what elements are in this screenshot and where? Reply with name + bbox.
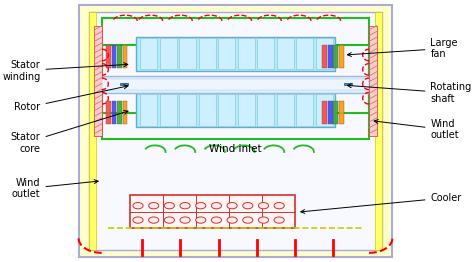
Bar <box>237 94 255 126</box>
Text: Stator
core: Stator core <box>11 111 128 154</box>
Bar <box>237 38 255 69</box>
Bar <box>218 38 236 69</box>
Bar <box>322 101 327 124</box>
Bar <box>328 45 333 68</box>
Circle shape <box>274 203 284 209</box>
Bar <box>296 94 313 126</box>
Circle shape <box>164 217 174 223</box>
Bar <box>160 94 177 126</box>
Circle shape <box>211 203 221 209</box>
Bar <box>199 38 216 69</box>
Circle shape <box>180 217 190 223</box>
Text: Rotor: Rotor <box>14 85 128 112</box>
Text: Stator
winding: Stator winding <box>2 60 128 81</box>
Text: Wind
outlet: Wind outlet <box>12 178 98 199</box>
Bar <box>102 18 369 113</box>
Circle shape <box>180 203 190 209</box>
Bar <box>199 94 216 126</box>
Bar <box>117 101 122 124</box>
Bar <box>333 101 338 124</box>
Bar <box>179 38 196 69</box>
Bar <box>296 38 313 69</box>
Circle shape <box>149 203 159 209</box>
Circle shape <box>196 203 206 209</box>
Bar <box>257 94 274 126</box>
Circle shape <box>164 203 174 209</box>
Bar <box>179 94 196 126</box>
Bar <box>94 26 102 136</box>
Bar <box>106 45 111 68</box>
Circle shape <box>211 217 221 223</box>
Circle shape <box>133 203 143 209</box>
Bar <box>123 101 128 124</box>
Bar <box>112 45 117 68</box>
Bar <box>316 38 333 69</box>
Bar <box>257 38 274 69</box>
Bar <box>339 45 344 68</box>
Bar <box>89 12 96 250</box>
Circle shape <box>196 217 206 223</box>
Bar <box>333 45 338 68</box>
Bar <box>117 45 122 68</box>
Circle shape <box>243 203 253 209</box>
Text: Rotating
shaft: Rotating shaft <box>347 82 472 104</box>
Circle shape <box>149 217 159 223</box>
Bar <box>328 101 333 124</box>
Bar <box>339 101 344 124</box>
Text: Wind inlet: Wind inlet <box>209 144 262 154</box>
Bar <box>79 5 392 257</box>
Text: Wind
outlet: Wind outlet <box>374 119 459 140</box>
Bar <box>345 83 352 85</box>
Bar <box>102 76 369 93</box>
Bar <box>102 45 369 139</box>
Text: Cooler: Cooler <box>301 193 462 214</box>
Bar <box>277 94 294 126</box>
Bar <box>136 93 335 127</box>
Circle shape <box>227 217 237 223</box>
Text: Large
fan: Large fan <box>347 38 458 59</box>
Circle shape <box>243 217 253 223</box>
Bar <box>218 94 236 126</box>
Bar <box>120 83 128 85</box>
Bar <box>106 101 111 124</box>
Bar <box>136 37 335 71</box>
Circle shape <box>258 203 269 209</box>
Circle shape <box>258 217 269 223</box>
Bar <box>140 94 157 126</box>
Circle shape <box>133 217 143 223</box>
Bar <box>160 38 177 69</box>
Bar <box>277 38 294 69</box>
Circle shape <box>227 203 237 209</box>
Bar <box>129 195 295 228</box>
Bar <box>316 94 333 126</box>
Bar <box>322 45 327 68</box>
Bar <box>89 12 382 250</box>
Bar <box>112 101 117 124</box>
Bar <box>102 79 369 90</box>
Bar <box>375 12 382 250</box>
Circle shape <box>274 217 284 223</box>
Bar <box>369 26 377 136</box>
Bar <box>123 45 128 68</box>
Bar <box>140 38 157 69</box>
